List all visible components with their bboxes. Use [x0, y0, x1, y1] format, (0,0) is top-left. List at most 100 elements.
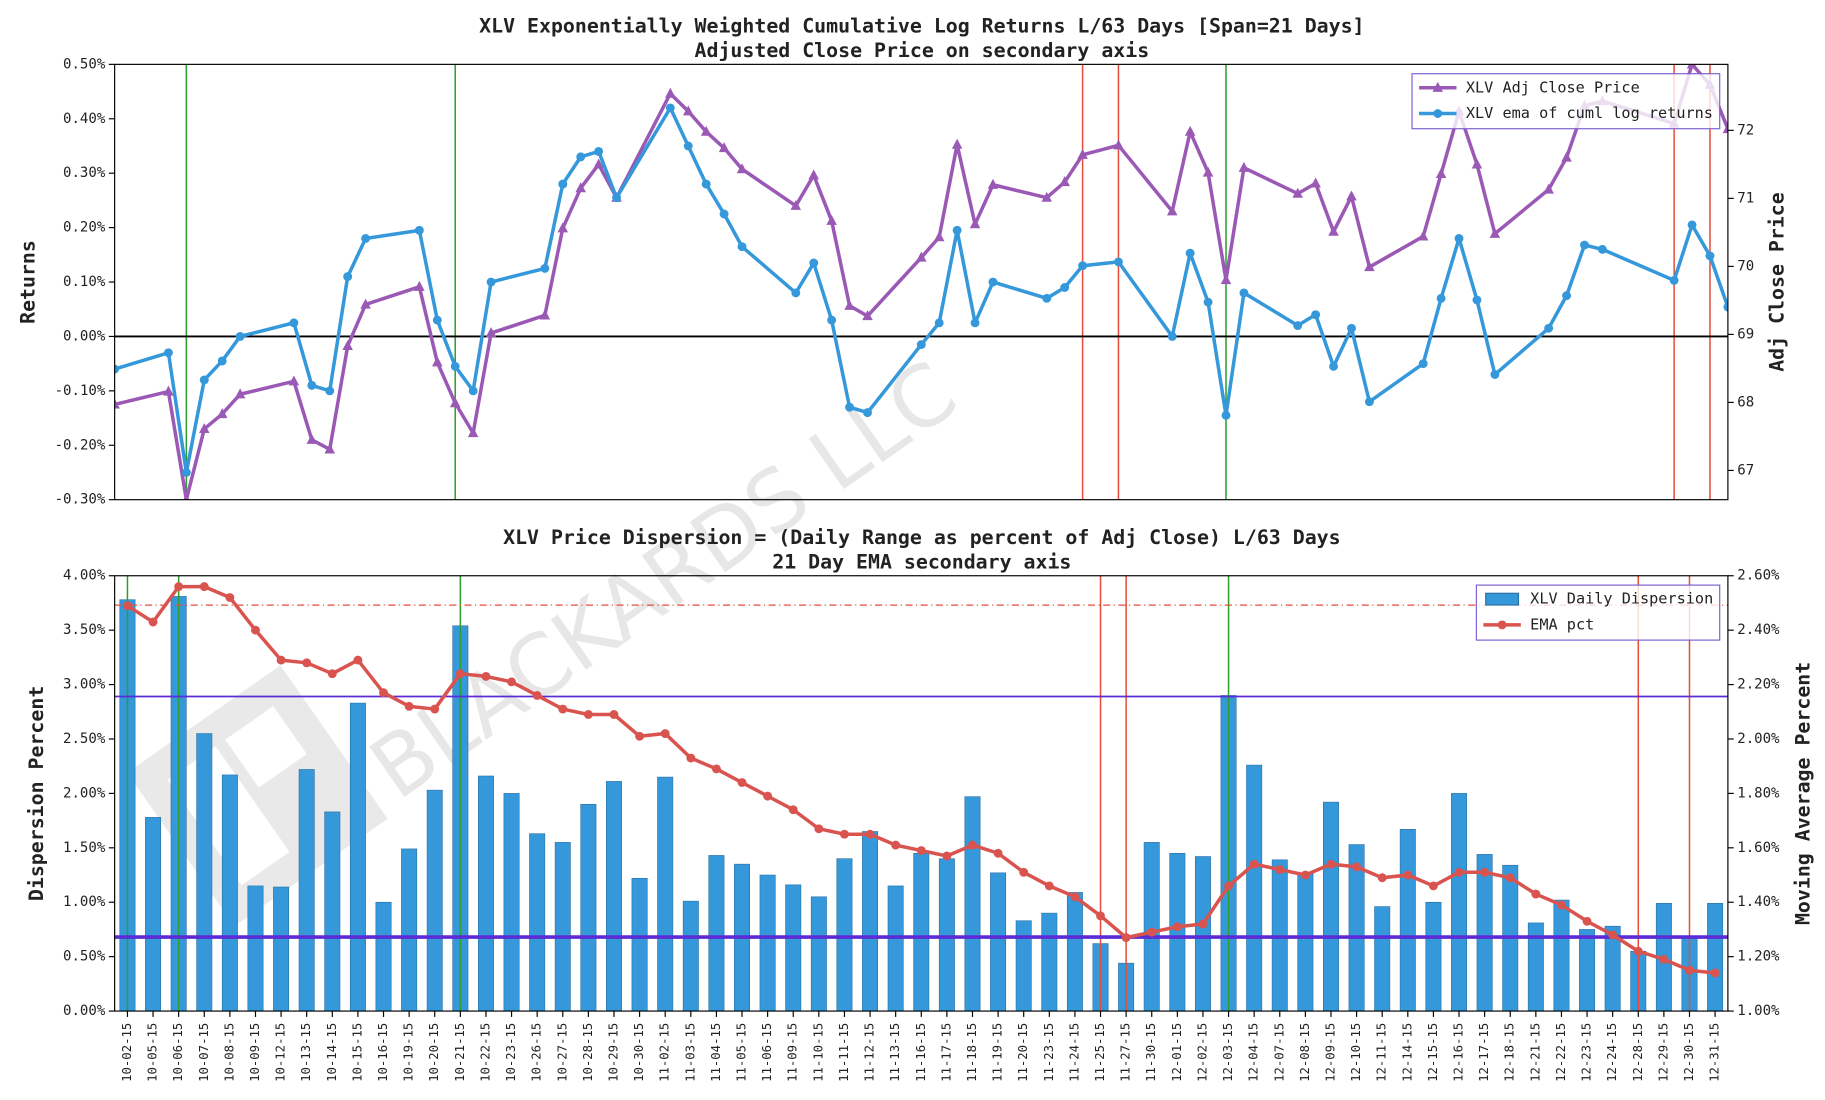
marker: [683, 141, 693, 151]
marker: [1275, 865, 1285, 875]
marker: [1114, 257, 1123, 267]
bar: [913, 852, 930, 1012]
x-tick-label: 11-09-15: [786, 1023, 800, 1082]
bar: [529, 833, 546, 1012]
marker: [1147, 927, 1157, 937]
x-tick-label: 12-02-15: [1195, 1023, 1209, 1082]
bar: [1476, 854, 1493, 1012]
bar: [349, 702, 366, 1012]
marker: [1418, 359, 1428, 369]
marker: [791, 288, 801, 298]
bar: [324, 811, 341, 1012]
x-tick-label: 10-20-15: [427, 1023, 441, 1082]
marker: [814, 824, 824, 834]
marker: [481, 671, 491, 681]
bar: [1169, 852, 1186, 1012]
marker: [163, 385, 174, 396]
marker: [1044, 881, 1054, 891]
x-tick-label: 10-08-15: [222, 1023, 236, 1082]
y-tick-label: 3.50%: [63, 622, 106, 638]
marker: [1480, 867, 1490, 877]
marker: [718, 142, 730, 153]
bar: [273, 886, 290, 1012]
y-tick-label: -0.20%: [55, 437, 106, 453]
marker: [1489, 227, 1501, 238]
marker: [1220, 274, 1232, 285]
marker: [361, 234, 371, 243]
marker: [942, 851, 952, 861]
bar: [1323, 801, 1339, 1012]
bar: [785, 884, 802, 1012]
bar: [1451, 793, 1467, 1012]
marker: [1428, 881, 1438, 891]
marker: [432, 315, 442, 325]
y-tick-label: 0.10%: [63, 274, 106, 290]
marker: [987, 178, 999, 189]
bar: [503, 793, 520, 1012]
bar: [1374, 906, 1391, 1012]
marker: [1562, 291, 1572, 301]
marker: [988, 277, 998, 287]
y-tick-label: 0.50%: [63, 949, 106, 965]
y2-axis-label: Adj Close Price: [1766, 192, 1789, 372]
marker: [1172, 922, 1182, 932]
marker: [360, 298, 371, 309]
marker: [1505, 873, 1515, 883]
marker: [1121, 933, 1131, 943]
x-tick-label: 11-19-15: [991, 1023, 1005, 1082]
marker: [235, 331, 245, 341]
y-tick-label: 1.50%: [63, 840, 106, 856]
x-tick-label: 12-30-15: [1682, 1023, 1696, 1082]
marker: [174, 582, 184, 592]
x-tick-label: 11-25-15: [1093, 1023, 1107, 1082]
marker: [1292, 187, 1303, 198]
marker: [736, 163, 748, 174]
marker: [225, 593, 235, 602]
x-tick-label: 11-13-15: [888, 1023, 902, 1082]
marker: [1096, 911, 1105, 921]
marker: [324, 443, 336, 454]
marker: [808, 169, 819, 180]
y-tick-label: 0.00%: [63, 328, 106, 344]
marker: [1417, 230, 1429, 241]
x-tick-label: 11-17-15: [939, 1023, 953, 1082]
marker: [148, 617, 158, 627]
marker: [593, 158, 604, 169]
y-tick-label: 0.30%: [63, 165, 106, 181]
x-tick-label: 12-10-15: [1349, 1023, 1363, 1082]
x-tick-label: 11-18-15: [965, 1023, 979, 1082]
marker: [276, 655, 286, 665]
x-tick-label: 11-03-15: [683, 1023, 697, 1082]
marker: [845, 402, 855, 412]
marker: [1042, 293, 1052, 303]
marker: [199, 582, 209, 592]
x-tick-label: 10-29-15: [606, 1023, 620, 1082]
marker: [827, 315, 837, 325]
plot-frame: [114, 63, 1729, 501]
bar: [1579, 929, 1596, 1012]
bar: [554, 842, 571, 1012]
marker: [916, 846, 926, 855]
marker: [1580, 240, 1589, 250]
marker: [467, 427, 479, 438]
marker: [933, 231, 945, 242]
x-tick-label: 10-09-15: [248, 1023, 262, 1082]
x-tick-label: 12-31-15: [1708, 1023, 1722, 1082]
x-tick-label: 12-15-15: [1426, 1023, 1440, 1082]
x-tick-label: 12-04-15: [1247, 1023, 1261, 1082]
marker: [1432, 81, 1444, 92]
marker: [414, 280, 425, 291]
bar: [477, 775, 494, 1012]
x-tick-label: 11-04-15: [709, 1023, 723, 1082]
marker: [1685, 965, 1694, 975]
x-tick-label: 12-14-15: [1400, 1023, 1414, 1082]
marker: [862, 310, 873, 321]
legend-label: EMA pct: [1530, 615, 1594, 633]
chart-subtitle: Adjusted Close Price on secondary axis: [695, 39, 1150, 62]
bar: [1553, 899, 1570, 1012]
bar: [631, 877, 648, 1012]
bar: [836, 858, 853, 1012]
marker: [1202, 166, 1214, 177]
